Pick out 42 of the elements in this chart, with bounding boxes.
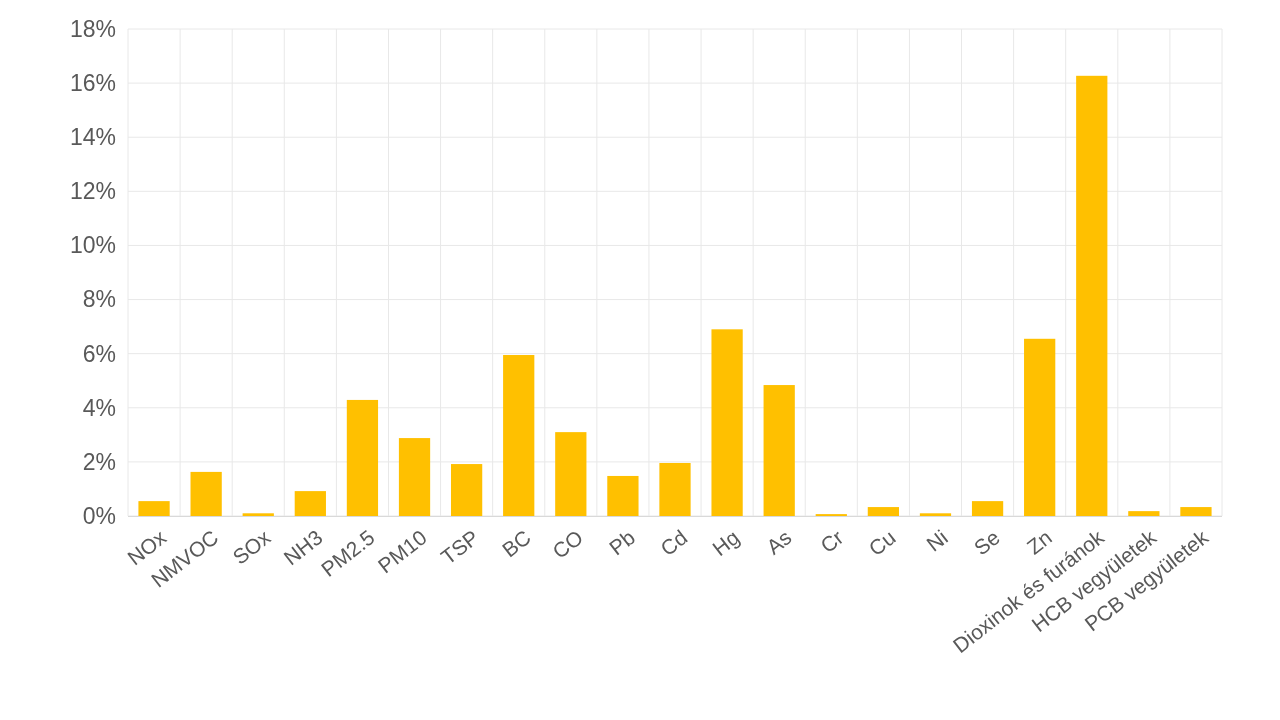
- x-tick-label: Pb: [604, 525, 640, 560]
- bar: [138, 501, 170, 516]
- y-tick-label: 2%: [82, 448, 116, 475]
- x-tick-label: As: [762, 525, 796, 559]
- x-tick-label: Hg: [708, 525, 744, 561]
- x-tick-label: Cu: [864, 525, 900, 561]
- x-tick-label: TSP: [436, 525, 483, 569]
- bar: [294, 491, 326, 516]
- bar: [711, 329, 743, 516]
- y-tick-label: 18%: [69, 15, 116, 42]
- y-tick-label: 10%: [69, 232, 116, 259]
- bar: [346, 399, 379, 516]
- bar: [503, 355, 535, 516]
- x-tick-label: Se: [969, 525, 1004, 560]
- y-tick-label: 4%: [82, 394, 116, 421]
- bar: [1128, 511, 1160, 516]
- bar: [450, 464, 483, 516]
- bar: [242, 513, 274, 516]
- bar: [971, 501, 1004, 516]
- bar: [398, 438, 431, 516]
- x-tick-label: CO: [548, 525, 588, 563]
- bar: [1024, 338, 1056, 516]
- x-tick-label: Ni: [921, 525, 952, 556]
- bar: [555, 432, 587, 516]
- bar: [1180, 507, 1212, 516]
- y-tick-label: 8%: [82, 286, 116, 313]
- x-tick-label: BC: [497, 525, 536, 562]
- bar: [1076, 75, 1108, 516]
- bar: [190, 471, 222, 516]
- x-tick-label: Cr: [815, 525, 848, 558]
- x-tick-label: SOx: [228, 525, 275, 569]
- y-tick-label: 0%: [82, 502, 116, 529]
- y-tick-label: 12%: [69, 178, 116, 205]
- bar: [919, 513, 952, 516]
- bar: [607, 475, 639, 516]
- bar: [659, 462, 691, 516]
- y-tick-label: 16%: [69, 69, 116, 96]
- bar: [867, 507, 900, 516]
- bar: [763, 385, 795, 516]
- y-tick-label: 6%: [82, 340, 116, 367]
- x-tick-label: Cd: [655, 525, 692, 561]
- y-tick-label: 14%: [69, 124, 116, 151]
